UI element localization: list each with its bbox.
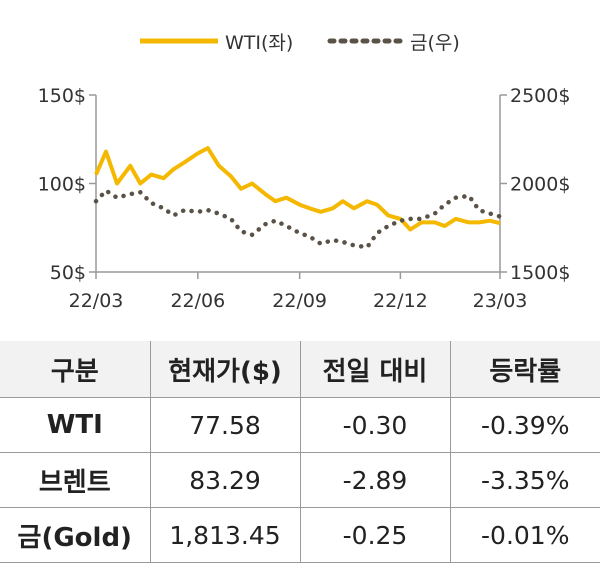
cell-price: 1,813.45 [150, 508, 300, 563]
cell-rate: -0.39% [450, 398, 600, 453]
header-rate: 등락률 [450, 341, 600, 398]
legend: WTI(좌) 금(우) [140, 32, 460, 54]
cell-rate: -3.35% [450, 453, 600, 508]
chart-svg: WTI(좌) 금(우) 150$ 100$ 50$ 2500$ 2000$ 1500$ 22… [0, 0, 600, 330]
y-right-tick-label: 1500$ [510, 262, 570, 284]
y-left-tick-label: 150$ [38, 85, 86, 107]
y-left-tick-label: 100$ [38, 174, 86, 196]
cell-change: -0.25 [300, 508, 450, 563]
series-line-gold [96, 191, 500, 248]
series-layer [96, 148, 500, 247]
y-left-tick-label: 50$ [50, 262, 86, 284]
legend-label-gold: 금(우) [410, 32, 460, 54]
legend-label-wti: WTI(좌) [225, 32, 293, 54]
x-tick-label: 23/03 [473, 290, 528, 312]
row-label: 금(Gold) [0, 508, 150, 563]
header-change: 전일 대비 [300, 341, 450, 398]
ticks: 150$ 100$ 50$ 2500$ 2000$ 1500$ 22/03 22/06 22/0… [38, 85, 571, 312]
chart: WTI(좌) 금(우) 150$ 100$ 50$ 2500$ 2000$ 1500$ 22… [0, 0, 600, 330]
header-category: 구분 [0, 341, 150, 398]
table-header-row: 구분 현재가($) 전일 대비 등락률 [0, 341, 600, 398]
y-right-tick-label: 2500$ [510, 85, 570, 107]
header-price: 현재가($) [150, 341, 300, 398]
cell-price: 83.29 [150, 453, 300, 508]
series-line-wti [96, 148, 500, 229]
price-table: 구분 현재가($) 전일 대비 등락률 WTI 77.58 -0.30 -0.3… [0, 341, 600, 563]
x-tick-label: 22/12 [373, 290, 428, 312]
y-right-tick-label: 2000$ [510, 174, 570, 196]
cell-rate: -0.01% [450, 508, 600, 563]
table-row: WTI 77.58 -0.30 -0.39% [0, 398, 600, 453]
table-row: 금(Gold) 1,813.45 -0.25 -0.01% [0, 508, 600, 563]
table-row: 브렌트 83.29 -2.89 -3.35% [0, 453, 600, 508]
x-tick-label: 22/09 [272, 290, 327, 312]
cell-change: -0.30 [300, 398, 450, 453]
x-tick-label: 22/03 [69, 290, 124, 312]
cell-price: 77.58 [150, 398, 300, 453]
cell-change: -2.89 [300, 453, 450, 508]
row-label: 브렌트 [0, 453, 150, 508]
x-tick-label: 22/06 [170, 290, 225, 312]
row-label: WTI [0, 398, 150, 453]
axes [96, 95, 500, 272]
